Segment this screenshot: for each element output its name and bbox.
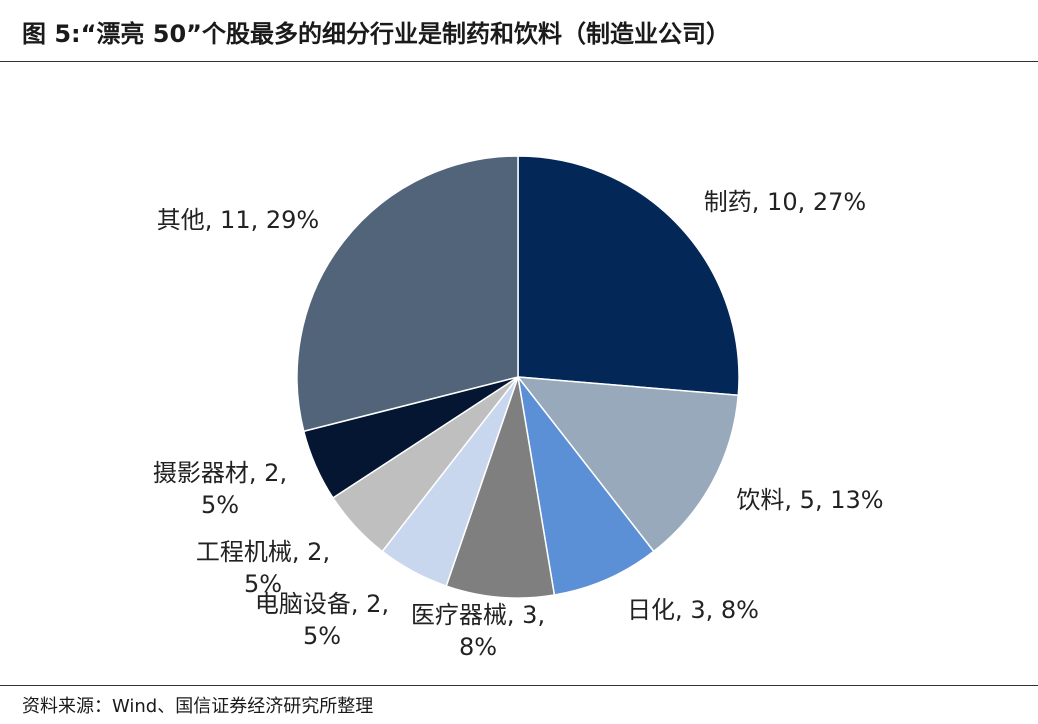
slice-label-8: 其他, 11, 29% bbox=[157, 206, 319, 234]
slice-label-2: 饮料, 5, 13% bbox=[736, 486, 883, 514]
pie-slice-1 bbox=[517, 155, 740, 397]
pie-labels: 制药, 10, 27% 饮料, 5, 13% 日化, 3, 8% 医疗器械, 3, 8%… bbox=[153, 188, 884, 661]
slice-label-4: 医疗器械, 3, 8% bbox=[411, 601, 545, 661]
slice-label-line: 5% bbox=[201, 491, 239, 519]
pie-slice-8 bbox=[296, 155, 519, 433]
top-rule bbox=[0, 61, 1038, 62]
source-note: 资料来源：Wind、国信证券经济研究所整理 bbox=[22, 696, 374, 717]
slice-label-1: 制药, 10, 27% bbox=[704, 188, 866, 216]
slice-label-line: 日化, 3, 8% bbox=[627, 596, 759, 624]
pie-slice-3 bbox=[517, 376, 655, 596]
slice-label-line: 摄影器材, 2, bbox=[153, 459, 287, 487]
slice-label-line: 其他, 11, 29% bbox=[157, 206, 319, 234]
bottom-rule bbox=[0, 685, 1038, 686]
slice-label-6: 工程机械, 2, 5% bbox=[196, 538, 330, 598]
pie-chart: 制药, 10, 27% 饮料, 5, 13% 日化, 3, 8% 医疗器械, 3, 8%… bbox=[153, 155, 884, 661]
slice-label-line: 饮料, 5, 13% bbox=[736, 486, 883, 514]
slice-label-line: 电脑设备, 2, bbox=[255, 590, 389, 618]
pie-slices bbox=[296, 155, 740, 599]
slice-label-line: 医疗器械, 3, bbox=[411, 601, 545, 629]
slice-label-line: 制药, 10, 27% bbox=[704, 188, 866, 216]
slice-label-line: 5% bbox=[303, 622, 341, 650]
pie-slice-4 bbox=[445, 376, 556, 599]
slice-label-5: 电脑设备, 2, 5% bbox=[255, 590, 389, 650]
slice-label-7: 摄影器材, 2, 5% bbox=[153, 459, 287, 519]
pie-slice-2 bbox=[516, 376, 740, 553]
figure-title: 图 5:“漂亮 50”个股最多的细分行业是制药和饮料（制造业公司） bbox=[22, 20, 730, 48]
slice-label-line: 5% bbox=[244, 570, 282, 598]
slice-label-3: 日化, 3, 8% bbox=[627, 596, 759, 624]
slice-label-line: 8% bbox=[459, 633, 497, 661]
title-row: 图 5:“漂亮 50”个股最多的细分行业是制药和饮料（制造业公司） bbox=[0, 0, 1038, 62]
slice-label-line: 工程机械, 2, bbox=[196, 538, 330, 566]
